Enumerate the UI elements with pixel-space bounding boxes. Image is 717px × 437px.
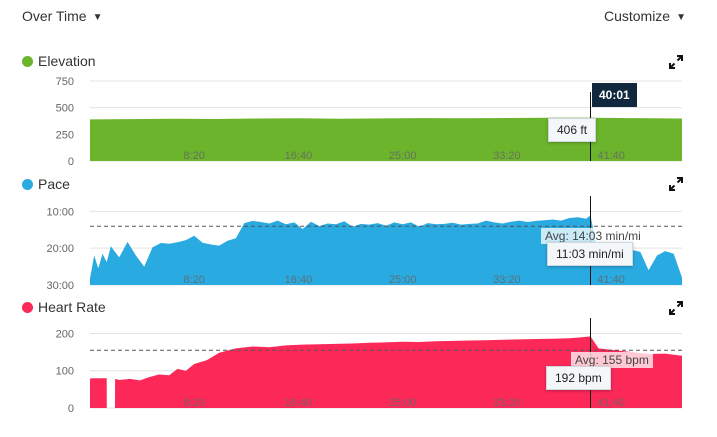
heart-rate-tooltip: 192 bpm (546, 366, 611, 390)
pace-x-tick-label: 8:20 (184, 274, 205, 286)
elevation-x-tick-label: 41:40 (597, 150, 625, 162)
heart-rate-x-tick-label: 41:40 (597, 397, 625, 409)
elevation-tooltip: 406 ft (548, 118, 597, 142)
chevron-down-icon: ▼ (92, 12, 103, 23)
elevation-title-text: Elevation (38, 53, 96, 69)
elevation-y-tick-label: 250 (56, 129, 74, 141)
elevation-y-tick-label: 0 (68, 156, 74, 168)
expand-icon[interactable] (668, 300, 684, 316)
pace-x-tick-label: 41:40 (597, 274, 625, 286)
elevation-chart[interactable]: 750 500 250 0 8:20 16:40 25:00 33:20 41:40 (0, 48, 717, 172)
pace-x-tick-label: 33:20 (493, 274, 521, 286)
chevron-down-icon: ▼ (676, 12, 686, 23)
heart-rate-x-tick-label: 16:40 (285, 397, 313, 409)
elevation-x-tick-label: 33:20 (493, 150, 521, 162)
heart-rate-x-tick-label: 33:20 (493, 397, 521, 409)
heart-rate-x-tick-label: 25:00 (389, 397, 417, 409)
pace-x-tick-label: 16:40 (285, 274, 313, 286)
heart-rate-title-text: Heart Rate (38, 299, 106, 315)
elevation-legend-dot (22, 56, 33, 67)
heart-rate-chart[interactable]: 200 100 0 8:20 16:40 25:00 33:20 41:40 (0, 295, 717, 437)
pace-tooltip: 11:03 min/mi (547, 242, 633, 266)
pace-area (90, 215, 682, 285)
heart-rate-x-tick-label: 8:20 (184, 397, 205, 409)
cursor-time-label: 40:01 (592, 83, 637, 107)
customize-label: Customize (603, 8, 671, 24)
elevation-panel: Elevation 750 500 250 0 8:20 16:40 25:00 33:20 4… (0, 48, 717, 172)
elevation-y-tick-label: 750 (56, 76, 74, 88)
heart-rate-average-label: Avg: 155 bpm (571, 352, 653, 368)
heart-rate-area (90, 336, 682, 408)
pace-x-tick-label: 25:00 (389, 274, 417, 286)
heart-rate-y-tick-label: 100 (56, 366, 74, 378)
heart-rate-panel: Heart Rate 200 100 0 8:20 16:40 25:00 33:20 41:… (0, 295, 717, 437)
pace-y-tick-label: 10:00 (46, 206, 74, 218)
heart-rate-title: Heart Rate (22, 299, 106, 315)
elevation-area (90, 117, 682, 161)
elevation-x-tick-label: 25:00 (389, 150, 417, 162)
expand-icon[interactable] (668, 176, 684, 192)
heart-rate-y-tick-label: 200 (56, 328, 74, 340)
pace-title-text: Pace (38, 176, 70, 192)
pace-panel: Pace 10:00 20:00 30:00 8:20 16:40 25:00 33:20 4… (0, 172, 717, 292)
pace-average-label: Avg: 14:03 min/mi (541, 228, 645, 244)
pace-legend-dot (22, 179, 33, 190)
expand-icon[interactable] (668, 54, 684, 70)
pace-chart[interactable]: 10:00 20:00 30:00 8:20 16:40 25:00 33:20 41:40 (0, 172, 717, 292)
pace-y-tick-label: 30:00 (46, 280, 74, 292)
heart-rate-legend-dot (22, 302, 33, 313)
elevation-title: Elevation (22, 53, 96, 69)
heart-rate-y-tick-label: 0 (68, 403, 74, 415)
customize-dropdown[interactable]: Customize ▼ (604, 8, 686, 24)
pace-y-tick-label: 20:00 (46, 243, 74, 255)
elevation-y-tick-label: 500 (56, 103, 74, 115)
over-time-dropdown[interactable]: Over Time ▼ (22, 8, 102, 24)
over-time-label: Over Time (22, 8, 87, 24)
elevation-x-tick-label: 16:40 (285, 150, 313, 162)
elevation-x-tick-label: 8:20 (184, 150, 205, 162)
pace-title: Pace (22, 176, 70, 192)
chart-toolbar: Over Time ▼ Customize ▼ (0, 0, 717, 34)
